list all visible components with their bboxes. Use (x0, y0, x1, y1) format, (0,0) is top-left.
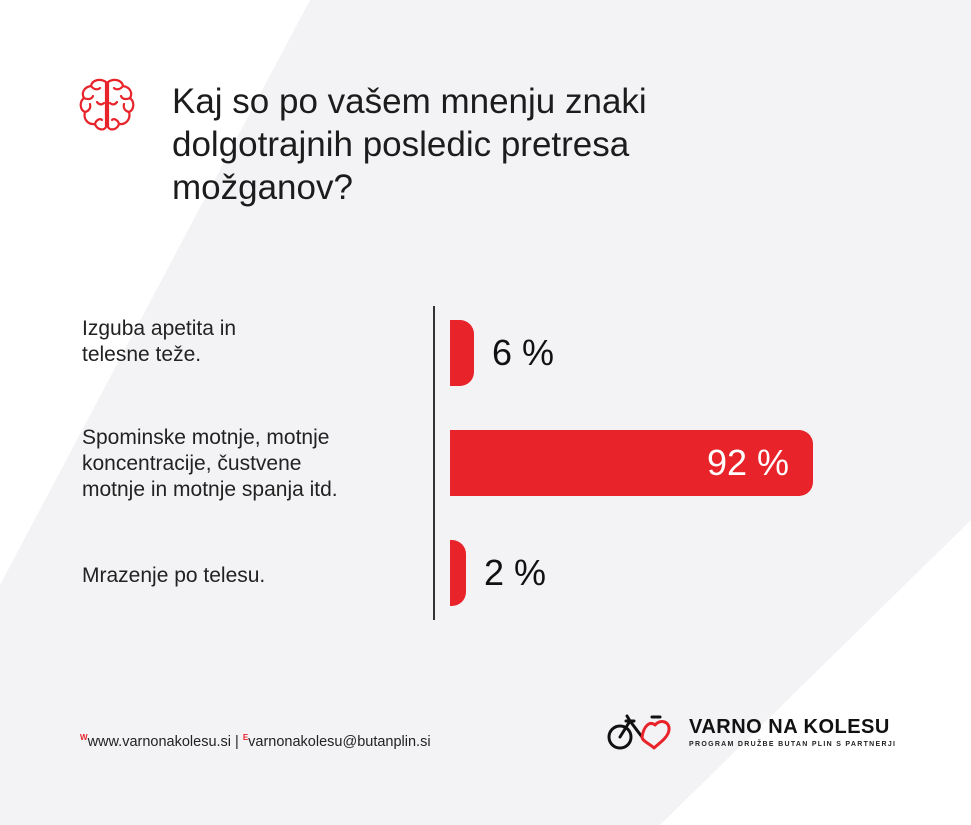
web-prefix: W (80, 733, 88, 742)
email-prefix: E (242, 733, 249, 742)
email-link[interactable]: varnonakolesu@butanplin.si (248, 734, 431, 750)
bicycle-heart-icon (607, 714, 671, 750)
data-label: 2 % (484, 552, 547, 593)
data-label: 92 % (706, 442, 789, 483)
brand-name: VARNO NA KOLESU (689, 716, 890, 738)
category-label: Mrazenje po telesu. (82, 564, 266, 587)
bar (450, 320, 474, 386)
bar (450, 430, 813, 496)
brand-tagline: PROGRAM DRUŽBE BUTAN PLIN S PARTNERJI (689, 741, 897, 748)
bar (450, 540, 466, 606)
chart-title: Kaj so po vašem mnenju znaki dolgotrajni… (172, 82, 647, 207)
footer-contacts: Wwww.varnonakolesu.si | Evarnonakolesu@but… (80, 733, 431, 750)
footer-separator: | (235, 734, 239, 750)
website-link[interactable]: www.varnonakolesu.si (87, 734, 232, 750)
brain-icon (79, 78, 135, 131)
data-label: 6 % (492, 332, 555, 373)
category-label: Spominske motnje, motnje koncentracije, … (82, 426, 338, 501)
category-label: Izguba apetita in telesne teže. (82, 317, 237, 366)
chart-axis-line (433, 306, 435, 620)
